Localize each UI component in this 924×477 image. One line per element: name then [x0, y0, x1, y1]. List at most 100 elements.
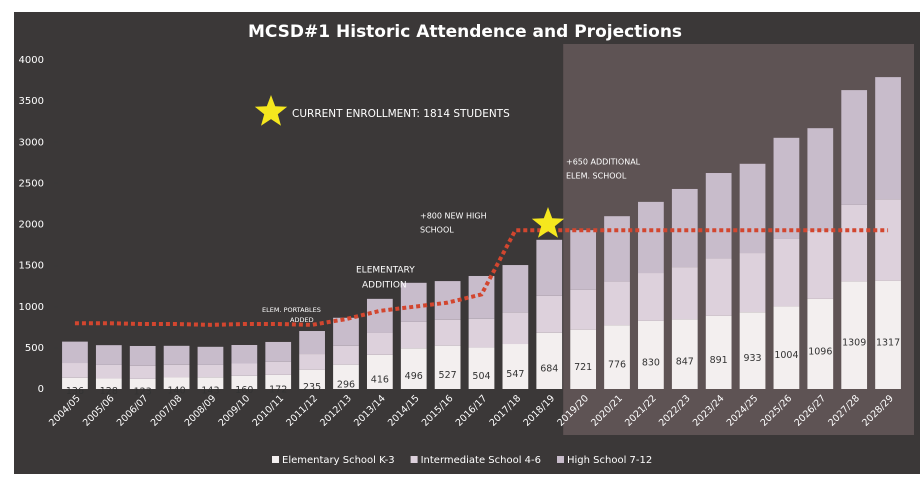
bar-segment [129, 378, 156, 389]
bar-segment [400, 348, 427, 389]
bar-segment [671, 188, 698, 268]
legend-label: Intermediate School 4-6 [421, 455, 541, 466]
legend-swatch [557, 456, 564, 463]
legend-label: High School 7-12 [567, 455, 652, 466]
data-label: 296 [337, 379, 355, 390]
bar-segment [671, 267, 698, 320]
bar-segment [807, 128, 834, 231]
bar-segment [95, 364, 122, 379]
bar-segment [129, 345, 156, 366]
data-label: 136 [66, 386, 84, 397]
bar-segment [502, 265, 529, 313]
bar-segment [536, 239, 563, 296]
legend-swatch [272, 456, 279, 463]
bar-segment [434, 319, 461, 346]
data-label: 684 [540, 363, 558, 374]
annotation: ADDITION [362, 281, 407, 291]
annotation: CURRENT ENROLLMENT: 1814 STUDENTS [292, 108, 510, 120]
data-label: 830 [642, 357, 660, 368]
bar-segment [434, 281, 461, 320]
bar-segment [265, 341, 292, 362]
bar-segment [570, 329, 597, 389]
bar-segment [468, 347, 495, 389]
bar-segment [366, 332, 393, 355]
annotation: ADDED [290, 316, 314, 324]
y-tick-label: 0 [38, 384, 44, 395]
data-label: 123 [134, 386, 152, 397]
data-label: 1096 [808, 346, 832, 357]
legend-swatch [410, 456, 418, 463]
bar-segment [299, 354, 325, 370]
bar-segment [366, 354, 393, 389]
y-tick-label: 2500 [19, 178, 44, 189]
bar-segment [197, 377, 224, 389]
bar-segment [502, 312, 529, 345]
bar-segment [841, 204, 868, 282]
bar-segment [62, 341, 88, 364]
bar-segment [231, 375, 258, 389]
data-label: 933 [743, 353, 761, 364]
bar-segment [468, 318, 495, 348]
y-tick-label: 3000 [19, 137, 44, 148]
annotation: ELEM. PORTABLES [262, 306, 321, 314]
bar-segment [773, 137, 800, 239]
bar-segment [231, 344, 258, 364]
bar-segment [604, 216, 630, 282]
y-tick-label: 1000 [19, 302, 44, 313]
bar-segment [570, 289, 597, 330]
bar-segment [875, 280, 901, 389]
bar-segment [62, 377, 88, 389]
bar-segment [638, 320, 664, 389]
bar-segment [197, 364, 224, 378]
bar-segment [129, 365, 156, 379]
annotation: +800 NEW HIGH [420, 212, 487, 221]
bar-segment [739, 253, 766, 313]
data-label: 128 [100, 386, 118, 397]
y-tick-label: 2000 [19, 220, 44, 231]
data-label: 1309 [842, 338, 866, 349]
bar-segment [638, 201, 664, 274]
annotation: +650 ADDITIONAL [566, 158, 641, 167]
legend-label: Elementary School K-3 [282, 455, 395, 466]
data-label: 847 [676, 357, 694, 368]
data-label: 496 [405, 371, 423, 382]
bar-segment [333, 345, 359, 365]
data-label: 235 [303, 382, 321, 393]
data-label: 891 [710, 355, 728, 366]
bar-segment [604, 281, 630, 326]
bar-segment [95, 378, 122, 389]
data-label: 527 [439, 370, 457, 381]
annotation: ELEMENTARY [356, 266, 415, 276]
bar-segment [807, 298, 834, 389]
bar-segment [638, 273, 664, 321]
data-label: 143 [201, 386, 219, 397]
bar-segment [807, 230, 834, 299]
data-label: 1317 [876, 337, 900, 348]
bar-segment [671, 319, 698, 389]
bar-segment [95, 345, 122, 365]
annotation: ELEM. SCHOOL [566, 172, 627, 181]
data-label: 172 [269, 384, 287, 395]
bar-segment [333, 364, 359, 389]
bar-segment [163, 377, 190, 389]
data-label: 416 [371, 374, 389, 385]
bar-segment [197, 346, 224, 365]
bar-segment [875, 77, 901, 200]
bar-segment [841, 281, 868, 389]
bar-segment [163, 345, 190, 365]
bar-segment [299, 331, 325, 355]
data-label: 140 [168, 386, 186, 397]
bar-segment [434, 345, 461, 389]
bar-segment [536, 332, 563, 389]
data-label: 1004 [774, 350, 798, 361]
annotation: SCHOOL [420, 226, 454, 235]
bar-segment [570, 230, 597, 290]
bar-segment [739, 312, 766, 389]
bar-segment [705, 315, 732, 389]
bar-segment [265, 374, 292, 389]
bar-segment [604, 325, 630, 389]
bar-segment [705, 173, 732, 259]
bar-segment [705, 258, 732, 316]
bar-segment [400, 282, 427, 322]
